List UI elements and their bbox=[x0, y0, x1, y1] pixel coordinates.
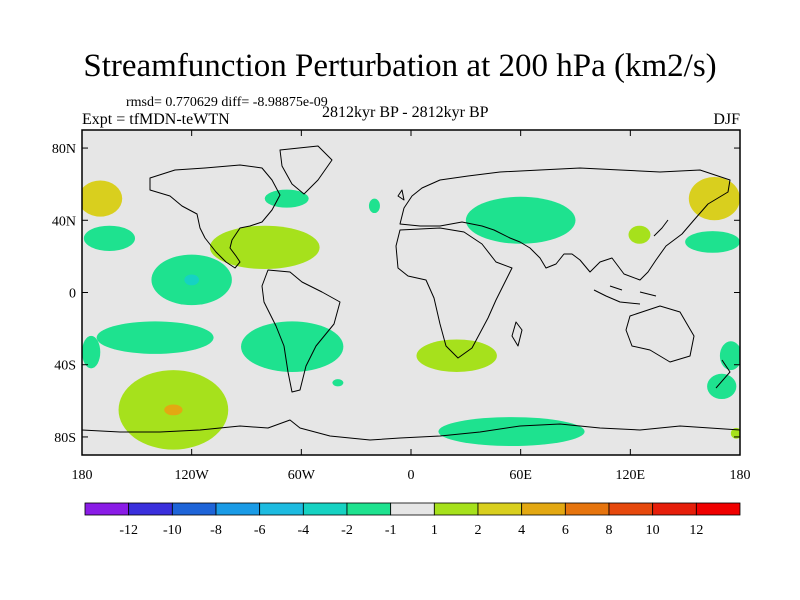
anomaly-region-19 bbox=[719, 341, 740, 371]
colorbar-label: -4 bbox=[297, 523, 309, 538]
anomaly-region-0 bbox=[82, 180, 123, 217]
colorbar-swatch bbox=[259, 502, 304, 516]
colorbar-swatch bbox=[608, 502, 654, 516]
colorbar-swatch bbox=[171, 502, 217, 516]
coastline-greenland bbox=[279, 145, 333, 195]
colorbar-swatch bbox=[652, 502, 697, 516]
colorbar-swatch bbox=[695, 502, 741, 516]
colorbar-label: 6 bbox=[562, 523, 569, 538]
coastline-japan bbox=[653, 219, 669, 237]
y-tick-label: 80N bbox=[52, 142, 76, 157]
colorbar-label: 8 bbox=[606, 523, 613, 538]
colorbar-swatch bbox=[215, 502, 261, 516]
anomaly-region-10 bbox=[184, 274, 199, 286]
x-tick-label: 60E bbox=[509, 468, 532, 483]
anomaly-region-20 bbox=[707, 373, 737, 400]
anomaly-region-3 bbox=[368, 198, 380, 214]
anomaly-region-6 bbox=[685, 231, 740, 253]
anomaly-region-13 bbox=[82, 335, 101, 369]
anomaly-region-18 bbox=[438, 417, 585, 446]
colorbar-swatch bbox=[564, 502, 610, 516]
anomaly-region-21 bbox=[730, 427, 740, 439]
x-tick-label: 0 bbox=[408, 468, 415, 483]
colorbar-label: -1 bbox=[385, 523, 397, 538]
colorbar-label: 4 bbox=[518, 523, 525, 538]
coastline-uk bbox=[397, 189, 405, 201]
coastlines bbox=[82, 145, 740, 441]
colorbar-label: 1 bbox=[431, 523, 438, 538]
coastline-australia bbox=[625, 305, 695, 363]
x-tick-label: 120W bbox=[175, 468, 210, 483]
period-label: 2812kyr BP - 2812kyr BP bbox=[322, 104, 489, 121]
anomaly-region-1 bbox=[688, 176, 740, 221]
colorbar-swatch bbox=[477, 502, 523, 516]
colorbar-label: -2 bbox=[341, 523, 353, 538]
axes: 180 120W 60W 0 60E 120E 180 80N 40N 0 40S 80S bbox=[52, 130, 751, 483]
colorbar-swatch bbox=[84, 502, 130, 516]
anomaly-region-17 bbox=[164, 404, 183, 416]
colorbar-label: 12 bbox=[689, 523, 703, 538]
colorbar-label: -8 bbox=[210, 523, 222, 538]
x-tick-label: 60W bbox=[288, 468, 316, 483]
anomaly-region-7 bbox=[628, 225, 651, 244]
colorbar-swatch bbox=[346, 502, 392, 516]
season-label: DJF bbox=[713, 111, 740, 128]
anomaly-region-14 bbox=[332, 379, 344, 387]
colorbar-swatch bbox=[521, 502, 566, 516]
colorbar: -12 -10 -8 -6 -4 -2 -1 1 2 4 6 8 10 12 bbox=[84, 502, 741, 538]
anomaly-region-4 bbox=[465, 196, 576, 244]
coastline-eurasia bbox=[399, 167, 731, 281]
x-tick-label: 180 bbox=[730, 468, 751, 483]
anomaly-region-11 bbox=[96, 321, 214, 354]
colorbar-label: -12 bbox=[119, 523, 138, 538]
colorbar-swatch bbox=[302, 502, 348, 516]
colorbar-swatch bbox=[128, 502, 173, 516]
coastline-indonesia bbox=[593, 285, 657, 305]
y-tick-label: 40S bbox=[54, 359, 76, 374]
colorbar-label: -10 bbox=[163, 523, 182, 538]
colorbar-label: 2 bbox=[475, 523, 482, 538]
x-tick-label: 120E bbox=[616, 468, 646, 483]
y-tick-label: 40N bbox=[52, 214, 76, 229]
colorbar-label: -6 bbox=[254, 523, 266, 538]
y-tick-label: 0 bbox=[69, 287, 76, 302]
experiment-label: Expt = tfMDN-teWTN bbox=[82, 111, 230, 128]
coastline-africa bbox=[395, 227, 513, 359]
colorbar-swatch bbox=[433, 502, 479, 516]
coastline-south-america bbox=[261, 269, 341, 393]
colorbar-swatch bbox=[390, 502, 435, 516]
coastline-north-america bbox=[149, 164, 281, 269]
coastline-new-zealand bbox=[715, 359, 731, 389]
anomaly-region-12 bbox=[241, 321, 344, 372]
anomaly-region-5 bbox=[83, 225, 136, 251]
y-tick-label: 80S bbox=[54, 431, 76, 446]
chart-title: Streamfunction Perturbation at 200 hPa (… bbox=[83, 48, 717, 84]
anomaly-region-15 bbox=[416, 339, 497, 372]
coastline-antarctica bbox=[82, 419, 740, 441]
colorbar-label: 10 bbox=[646, 523, 660, 538]
x-tick-label: 180 bbox=[72, 468, 93, 483]
stats-label: rmsd= 0.770629 diff= -8.98875e-09 bbox=[126, 95, 328, 110]
coastline-madagascar bbox=[511, 321, 523, 347]
